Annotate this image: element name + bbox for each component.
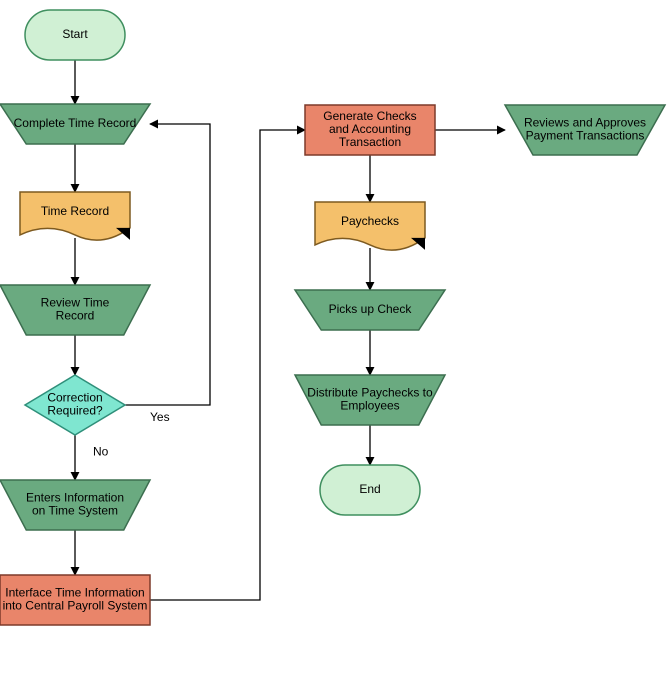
edge-decision-complete xyxy=(125,124,210,405)
label-picks: Picks up Check xyxy=(329,302,413,316)
label-complete: Complete Time Record xyxy=(14,116,137,130)
label-start: Start xyxy=(62,27,88,41)
label-end: End xyxy=(359,482,380,496)
label-decision: CorrectionRequired? xyxy=(47,391,103,418)
edge-label-4: No xyxy=(93,445,109,459)
edge-interface-generate xyxy=(150,130,305,600)
label-enters: Enters Informationon Time System xyxy=(26,491,124,518)
label-reviews: Reviews and ApprovesPayment Transactions xyxy=(524,116,646,143)
label-interface: Interface Time Informationinto Central P… xyxy=(3,586,148,613)
edge-label-11: Yes xyxy=(150,410,170,424)
label-timerec: Time Record xyxy=(41,204,109,218)
label-paychecks: Paychecks xyxy=(341,214,399,228)
